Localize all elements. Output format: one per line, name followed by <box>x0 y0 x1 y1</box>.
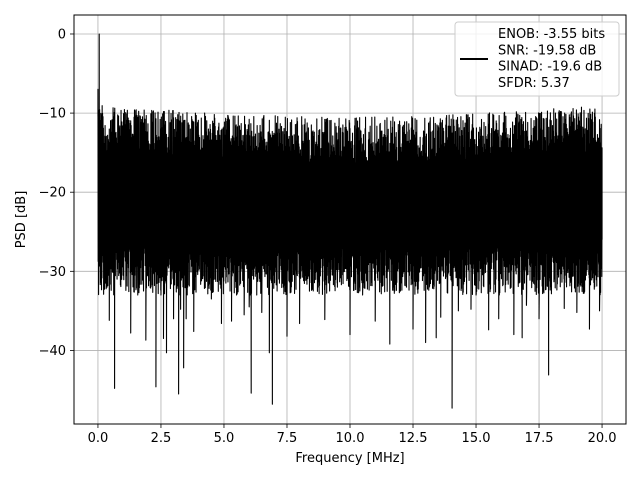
legend-box <box>454 21 620 97</box>
y-tick-label: −20 <box>39 186 66 201</box>
psd-line <box>97 33 603 409</box>
y-tick-label: 0 <box>58 27 66 42</box>
y-axis-ticks: 0 −10 −20 −30 −40 <box>39 27 74 359</box>
x-tick-label: 15.0 <box>462 431 491 446</box>
x-tick-label: 7.5 <box>277 431 298 446</box>
legend-sinad: SINAD: -19.6 dB <box>498 60 602 75</box>
x-tick-label: 2.5 <box>151 431 172 446</box>
y-tick-label: −10 <box>39 107 66 122</box>
x-tick-label: 0.0 <box>88 431 109 446</box>
y-axis-label: PSD [dB] <box>14 191 29 249</box>
x-tick-label: 5.0 <box>214 431 235 446</box>
legend-snr: SNR: -19.58 dB <box>498 43 596 58</box>
psd-series <box>97 33 603 409</box>
x-tick-label: 12.5 <box>399 431 428 446</box>
legend-sfdr: SFDR: 5.37 <box>498 76 570 91</box>
y-tick-label: −30 <box>39 265 66 280</box>
x-tick-label: 20.0 <box>588 431 617 446</box>
legend-enob: ENOB: -3.55 bits <box>498 27 605 42</box>
x-tick-label: 17.5 <box>525 431 554 446</box>
x-axis-label: Frequency [MHz] <box>295 451 404 466</box>
legend: ENOB: -3.55 bits SNR: -19.58 dB SINAD: -… <box>454 21 620 97</box>
y-tick-label: −40 <box>39 344 66 359</box>
x-tick-label: 10.0 <box>336 431 365 446</box>
x-axis-ticks: 0.0 2.5 5.0 7.5 10.0 12.5 15.0 17.5 20.0 <box>88 424 617 446</box>
